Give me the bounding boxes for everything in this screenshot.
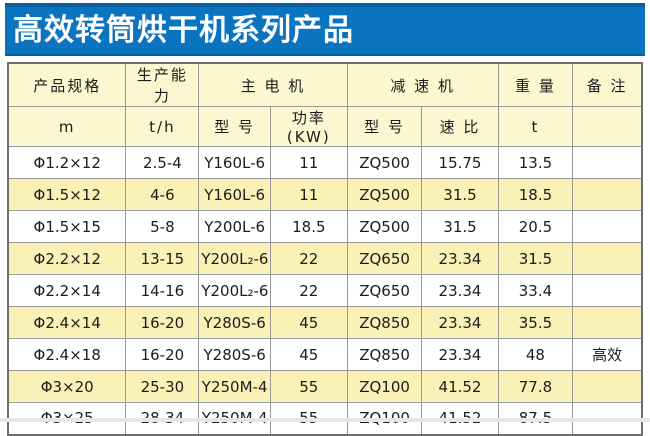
- table-row: Φ3×20 25-30 Y250M-4 55 ZQ100 41.52 77.8: [7, 370, 643, 403]
- page-title: 高效转筒烘干机系列产品: [13, 12, 354, 48]
- cell-reducer-ratio: 23.34: [421, 306, 499, 339]
- table-row: Φ1.5×15 5-8 Y200L-6 18.5 ZQ500 31.5 20.5: [7, 210, 643, 243]
- cell-reducer-ratio: 41.52: [421, 370, 499, 403]
- cell-capacity: 2.5-4: [125, 146, 200, 179]
- col-subheader-reducer-model: 型 号: [346, 106, 423, 147]
- cell-reducer-model: ZQ500: [346, 210, 423, 243]
- cell-spec: Φ2.2×14: [7, 274, 127, 307]
- col-subheader-remark: [572, 106, 643, 147]
- cell-remark: [572, 146, 643, 179]
- cell-capacity: 5-8: [125, 210, 200, 243]
- cell-remark: [572, 242, 643, 275]
- cell-capacity: 4-6: [125, 178, 200, 211]
- col-header-spec: 产品规格: [7, 62, 127, 107]
- cell-reducer-model: ZQ500: [346, 178, 423, 211]
- cell-spec: Φ2.4×14: [7, 306, 127, 339]
- cell-reducer-model: ZQ650: [346, 242, 423, 275]
- table-header: 产品规格 生产能力 主 电 机 减 速 机 重 量 备 注 m t/h 型 号 …: [7, 62, 643, 147]
- cell-reducer-ratio: 23.34: [421, 274, 499, 307]
- product-spec-table: 产品规格 生产能力 主 电 机 减 速 机 重 量 备 注 m t/h 型 号 …: [7, 62, 643, 436]
- cell-motor-model: Y160L-6: [198, 178, 271, 211]
- cell-motor-power: 55: [269, 370, 348, 403]
- cell-capacity: 16-20: [125, 306, 200, 339]
- cell-motor-power: 22: [269, 274, 348, 307]
- cell-reducer-ratio: 23.34: [421, 338, 499, 371]
- header-unit-row: m t/h 型 号 功率(KW) 型 号 速 比 t: [7, 106, 643, 147]
- cell-weight: 33.4: [497, 274, 574, 307]
- cell-motor-power: 11: [269, 146, 348, 179]
- cell-spec: Φ2.4×18: [7, 338, 127, 371]
- col-unit-spec: m: [7, 106, 127, 147]
- cell-capacity: 13-15: [125, 242, 200, 275]
- cell-motor-model: Y160L-6: [198, 146, 271, 179]
- cell-spec: Φ2.2×12: [7, 242, 127, 275]
- cell-motor-power: 22: [269, 242, 348, 275]
- cell-remark: 高效: [572, 338, 643, 371]
- cell-spec: Φ1.5×15: [7, 210, 127, 243]
- cell-motor-model: Y200L₂-6: [198, 242, 271, 275]
- cell-motor-power: 45: [269, 338, 348, 371]
- cell-weight: 18.5: [497, 178, 574, 211]
- cell-remark: [572, 178, 643, 211]
- cell-motor-model: Y280S-6: [198, 338, 271, 371]
- table-row: Φ1.5×12 4-6 Y160L-6 11 ZQ500 31.5 18.5: [7, 178, 643, 211]
- cell-reducer-model: ZQ100: [346, 370, 423, 403]
- cell-reducer-ratio: 15.75: [421, 146, 499, 179]
- col-unit-weight: t: [497, 106, 574, 147]
- col-subheader-motor-power: 功率(KW): [269, 106, 348, 147]
- cell-remark: [572, 370, 643, 403]
- col-header-main-motor: 主 电 机: [198, 62, 348, 107]
- col-header-reducer: 减 速 机: [346, 62, 499, 107]
- cell-capacity: 16-20: [125, 338, 200, 371]
- cell-remark: [572, 210, 643, 243]
- cell-weight: 35.5: [497, 306, 574, 339]
- table-row: Φ2.4×14 16-20 Y280S-6 45 ZQ850 23.34 35.5: [7, 306, 643, 339]
- cell-weight: 77.8: [497, 370, 574, 403]
- col-subheader-reducer-ratio: 速 比: [421, 106, 499, 147]
- title-bar: 高效转筒烘干机系列产品: [5, 3, 645, 56]
- cell-capacity: 14-16: [125, 274, 200, 307]
- cell-remark: [572, 306, 643, 339]
- table-row: Φ2.2×12 13-15 Y200L₂-6 22 ZQ650 23.34 31.5: [7, 242, 643, 275]
- cell-motor-model: Y250M-4: [198, 370, 271, 403]
- cell-capacity: 25-30: [125, 370, 200, 403]
- bottom-edge: [0, 418, 650, 422]
- col-subheader-motor-model: 型 号: [198, 106, 271, 147]
- table-row: Φ2.2×14 14-16 Y200L₂-6 22 ZQ650 23.34 33.4: [7, 274, 643, 307]
- cell-spec: Φ3×20: [7, 370, 127, 403]
- cell-motor-model: Y280S-6: [198, 306, 271, 339]
- cell-reducer-model: ZQ850: [346, 306, 423, 339]
- table-row: Φ2.4×18 16-20 Y280S-6 45 ZQ850 23.34 48 高效: [7, 338, 643, 371]
- col-header-remark: 备 注: [572, 62, 643, 107]
- cell-motor-model: Y200L-6: [198, 210, 271, 243]
- cell-remark: [572, 274, 643, 307]
- cell-motor-power: 11: [269, 178, 348, 211]
- cell-reducer-ratio: 23.34: [421, 242, 499, 275]
- col-header-weight: 重 量: [497, 62, 574, 107]
- cell-reducer-model: ZQ850: [346, 338, 423, 371]
- cell-reducer-model: ZQ650: [346, 274, 423, 307]
- col-header-capacity: 生产能力: [125, 62, 200, 107]
- table-body: Φ1.2×12 2.5-4 Y160L-6 11 ZQ500 15.75 13.5 Φ1.5×…: [7, 146, 643, 435]
- col-unit-capacity: t/h: [125, 106, 200, 147]
- cell-motor-power: 45: [269, 306, 348, 339]
- cell-reducer-ratio: 31.5: [421, 210, 499, 243]
- header-group-row: 产品规格 生产能力 主 电 机 减 速 机 重 量 备 注: [7, 62, 643, 107]
- cell-spec: Φ1.2×12: [7, 146, 127, 179]
- table-row: Φ1.2×12 2.5-4 Y160L-6 11 ZQ500 15.75 13.5: [7, 146, 643, 179]
- cell-weight: 13.5: [497, 146, 574, 179]
- cell-motor-model: Y200L₂-6: [198, 274, 271, 307]
- cell-motor-power: 18.5: [269, 210, 348, 243]
- cell-reducer-model: ZQ500: [346, 146, 423, 179]
- cell-reducer-ratio: 31.5: [421, 178, 499, 211]
- cell-spec: Φ1.5×12: [7, 178, 127, 211]
- cell-weight: 48: [497, 338, 574, 371]
- cell-weight: 20.5: [497, 210, 574, 243]
- cell-weight: 31.5: [497, 242, 574, 275]
